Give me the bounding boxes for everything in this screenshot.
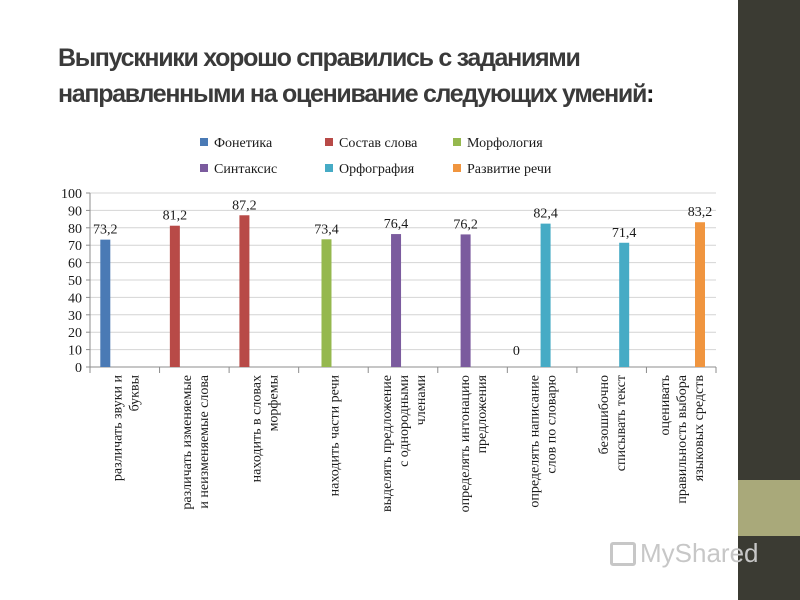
legend-label: Фонетика [214,136,273,151]
y-tick-label: 60 [68,257,82,272]
x-tick-label: и неизменяемые слова [197,374,212,508]
data-label: 83,2 [688,205,713,220]
bar [321,239,332,367]
y-tick-label: 70 [68,239,82,254]
y-tick-label: 100 [61,187,82,202]
legend-label: Синтаксис [214,162,277,177]
bar [695,222,706,367]
title-colon: : [646,80,654,108]
y-tick-label: 90 [68,204,82,219]
bar [619,242,630,367]
title-line-1: Выпускники хорошо справились с заданиями [58,44,581,72]
legend-label: Морфология [467,136,543,151]
x-tick-label: буквы [127,374,142,411]
y-tick-label: 20 [68,326,82,341]
data-label: 81,2 [163,209,188,224]
y-tick-label: 80 [68,222,82,237]
data-label: 73,4 [314,222,339,237]
legend-swatch [453,138,461,146]
x-tick-label: членами [414,375,429,426]
data-label: 71,4 [612,226,637,241]
bar [391,234,402,367]
x-tick-label: языковых средств [692,375,707,482]
x-tick-label: выделять предложение [380,375,395,512]
title-line-2-text: направленными на оценивание следующих ум… [58,80,647,108]
x-tick-label: морфемы [266,374,281,431]
x-tick-label: безошибочно [597,375,612,454]
x-tick-label: списывать текст [614,375,629,471]
legend-swatch [325,164,333,172]
x-tick-label: определять интонацию [458,375,473,512]
side-accent-block [738,480,800,536]
bar [540,223,551,367]
legend-swatch [453,164,461,172]
legend-label: Состав слова [339,136,418,151]
data-label: 73,2 [93,223,118,238]
bar [169,225,180,367]
y-tick-label: 10 [68,344,82,359]
bar-chart: Фонетика Состав слова Морфология Синтаксис О… [61,136,717,512]
legend-swatch [325,138,333,146]
x-tick-label: предложения [475,374,490,453]
watermark-text: MyShared [640,538,759,568]
x-tick-label: находить части речи [327,375,342,497]
y-tick-label: 30 [68,309,82,324]
presentation-icon [610,541,636,566]
legend-label: Орфография [339,162,415,177]
title-line-2: направленными на оценивание следующих ум… [58,76,738,112]
bar [239,215,250,367]
x-tick-label: оценивать [658,375,673,435]
bar [460,234,471,367]
data-label: 82,4 [533,207,558,222]
x-tick-label: находить в словах [249,375,264,482]
x-tick-label: определять написание [528,375,543,508]
data-label: 76,4 [384,217,409,232]
x-tick-label: с однородными [397,375,412,467]
y-tick-label: 0 [75,361,82,376]
legend-swatch [200,164,208,172]
data-label: 0 [513,344,520,359]
y-tick-label: 40 [68,291,82,306]
x-tick-label: правильность выбора [675,374,690,503]
legend-swatch [200,138,208,146]
slide-title: Выпускники хорошо справились с заданиями… [58,40,738,112]
legend-label: Развитие речи [467,162,552,177]
bar [100,239,111,367]
watermark: MyShared [610,538,759,569]
data-label: 87,2 [232,198,257,213]
y-tick-label: 50 [68,274,82,289]
data-label: 76,2 [453,217,478,232]
x-tick-label: различать звуки и [110,375,125,482]
x-tick-label: различать изменяемые [180,375,195,510]
x-tick-label: слов по словарю [545,375,560,474]
